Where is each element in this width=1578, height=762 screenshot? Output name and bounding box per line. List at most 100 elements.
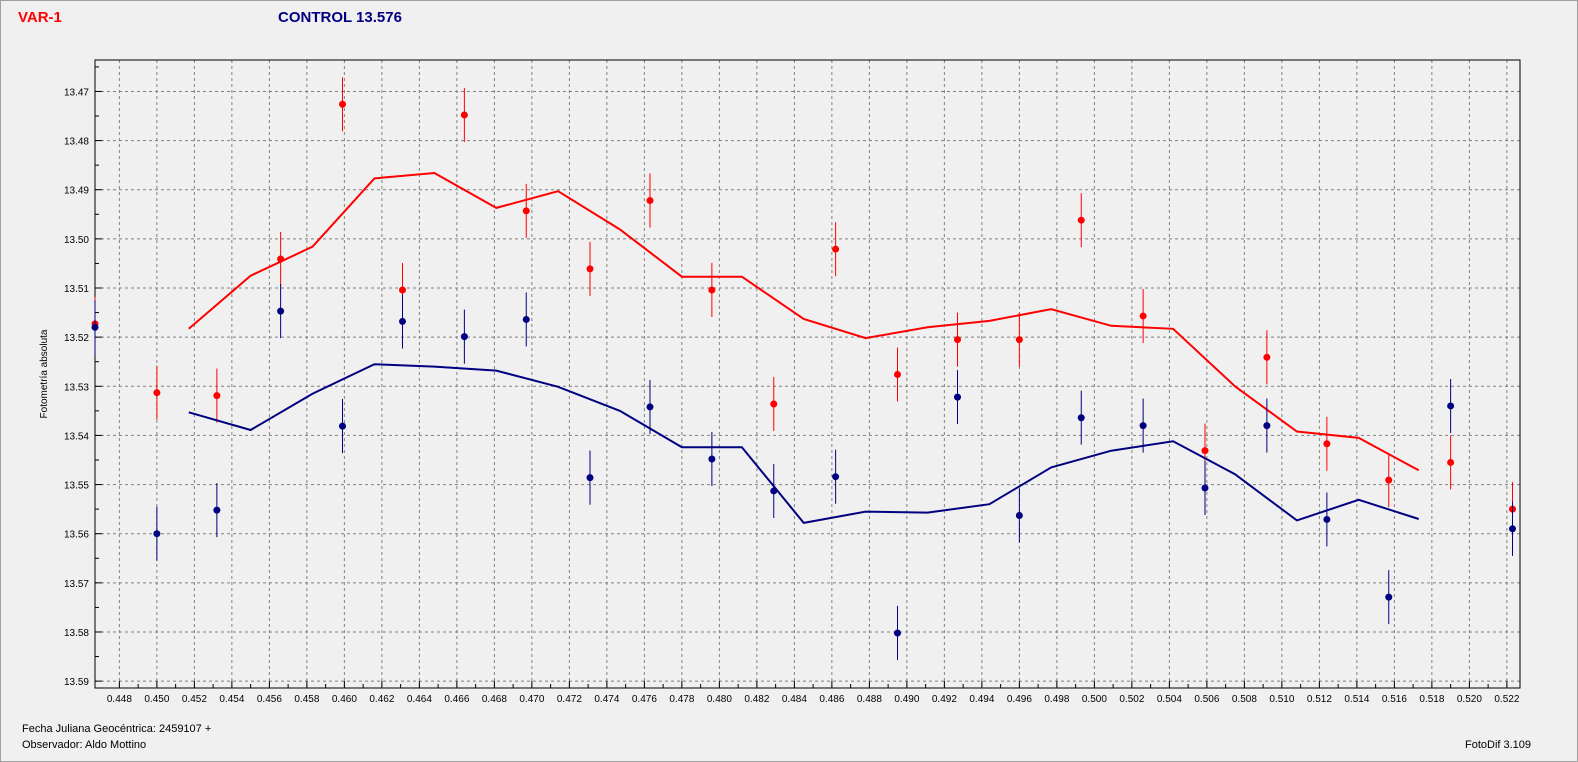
data-point [832, 473, 840, 481]
y-tick-label: 13.57 [64, 579, 89, 590]
var-title: VAR-1 [18, 9, 62, 26]
x-tick-label: 0.500 [1082, 694, 1107, 705]
trend-line [188, 363, 1420, 524]
x-tick-label: 0.508 [1232, 694, 1257, 705]
data-point [399, 317, 406, 325]
x-tick-label: 0.480 [707, 694, 732, 705]
data-point [1015, 336, 1023, 344]
data-point [1077, 216, 1085, 224]
y-tick-label: 13.49 [64, 186, 89, 197]
x-tick-label: 0.460 [332, 694, 357, 705]
data-point [894, 370, 901, 378]
data-point [1447, 402, 1455, 410]
x-tick-label: 0.472 [557, 694, 582, 705]
data-point [832, 245, 840, 253]
y-tick-label: 13.54 [64, 431, 89, 442]
x-tick-label: 0.516 [1382, 694, 1407, 705]
observer-label: Observador: Aldo Mottino [22, 739, 147, 751]
y-axis: 13.47 13.48 13.49 13.50 13.51 13.52 13.53 13.54… [64, 66, 102, 688]
data-point [522, 207, 530, 215]
data-point [399, 286, 406, 294]
data-point [954, 393, 961, 401]
data-point [586, 474, 594, 482]
y-tick-label: 13.56 [64, 530, 89, 541]
data-point [460, 333, 468, 341]
y-tick-label: 13.52 [64, 333, 89, 344]
y-tick-label: 13.48 [64, 137, 89, 148]
series-layer [91, 77, 1516, 660]
grid-lines [95, 60, 1520, 688]
x-tick-label: 0.502 [1119, 694, 1144, 705]
data-point [339, 100, 346, 108]
x-tick-label: 0.476 [632, 694, 657, 705]
x-tick-label: 0.492 [932, 694, 957, 705]
x-tick-label: 0.478 [669, 694, 694, 705]
x-tick-label: 0.514 [1344, 694, 1369, 705]
data-point [522, 315, 530, 323]
x-axis: 0.448 0.450 0.452 0.454 0.456 0.458 0.460 0.462… [107, 681, 1520, 705]
x-tick-label: 0.496 [1007, 694, 1032, 705]
control-title: CONTROL 13.576 [278, 9, 402, 26]
data-point [1201, 447, 1209, 455]
y-tick-label: 13.50 [64, 235, 89, 246]
x-tick-label: 0.490 [894, 694, 919, 705]
y-axis-label: Fotometría absoluta [39, 329, 50, 418]
series-var [91, 77, 1516, 537]
x-tick-label: 0.486 [819, 694, 844, 705]
data-point [586, 265, 594, 273]
data-point [770, 400, 778, 408]
data-point [460, 111, 468, 119]
x-tick-label: 0.520 [1457, 694, 1482, 705]
y-tick-label: 13.55 [64, 481, 89, 492]
data-point [1263, 422, 1271, 430]
x-tick-label: 0.506 [1194, 694, 1219, 705]
data-point [1447, 458, 1455, 466]
data-point [1323, 515, 1331, 523]
x-tick-label: 0.456 [257, 694, 282, 705]
data-point [1139, 422, 1147, 430]
y-tick-label: 13.58 [64, 628, 89, 639]
julian-date-label: Fecha Juliana Geocéntrica: 2459107 + [22, 723, 212, 735]
x-tick-label: 0.488 [857, 694, 882, 705]
data-point [708, 286, 716, 294]
trend-line [188, 171, 1420, 472]
x-tick-label: 0.448 [107, 694, 132, 705]
x-tick-label: 0.454 [219, 694, 244, 705]
version-label: FotoDif 3.109 [1465, 739, 1532, 751]
x-tick-label: 0.450 [144, 694, 169, 705]
x-tick-label: 0.464 [407, 694, 432, 705]
y-tick-label: 13.53 [64, 382, 89, 393]
data-point [646, 403, 654, 411]
y-tick-label: 13.47 [64, 87, 89, 98]
data-point [213, 506, 221, 514]
data-point [1139, 312, 1147, 320]
x-tick-label: 0.498 [1044, 694, 1069, 705]
data-point [770, 487, 778, 495]
y-tick-label: 13.59 [64, 677, 89, 688]
data-point [277, 307, 285, 315]
data-point [646, 197, 654, 205]
data-point [91, 323, 99, 331]
data-point [1201, 484, 1209, 492]
data-point [1015, 512, 1023, 520]
x-tick-label: 0.474 [594, 694, 619, 705]
x-tick-label: 0.468 [482, 694, 507, 705]
data-point [339, 422, 346, 430]
data-point [213, 392, 221, 400]
x-tick-label: 0.494 [969, 694, 994, 705]
y-tick-label: 13.51 [64, 284, 89, 295]
x-tick-label: 0.462 [369, 694, 394, 705]
series-control [91, 284, 1516, 660]
data-point [1263, 353, 1271, 361]
plot-area-frame [94, 59, 1521, 689]
x-tick-label: 0.504 [1157, 694, 1182, 705]
x-tick-label: 0.518 [1419, 694, 1444, 705]
data-point [277, 255, 285, 263]
data-point [1077, 414, 1085, 422]
data-point [1385, 476, 1393, 484]
x-tick-label: 0.466 [444, 694, 469, 705]
x-tick-label: 0.512 [1307, 694, 1332, 705]
data-point [153, 389, 161, 397]
x-tick-label: 0.522 [1494, 694, 1519, 705]
